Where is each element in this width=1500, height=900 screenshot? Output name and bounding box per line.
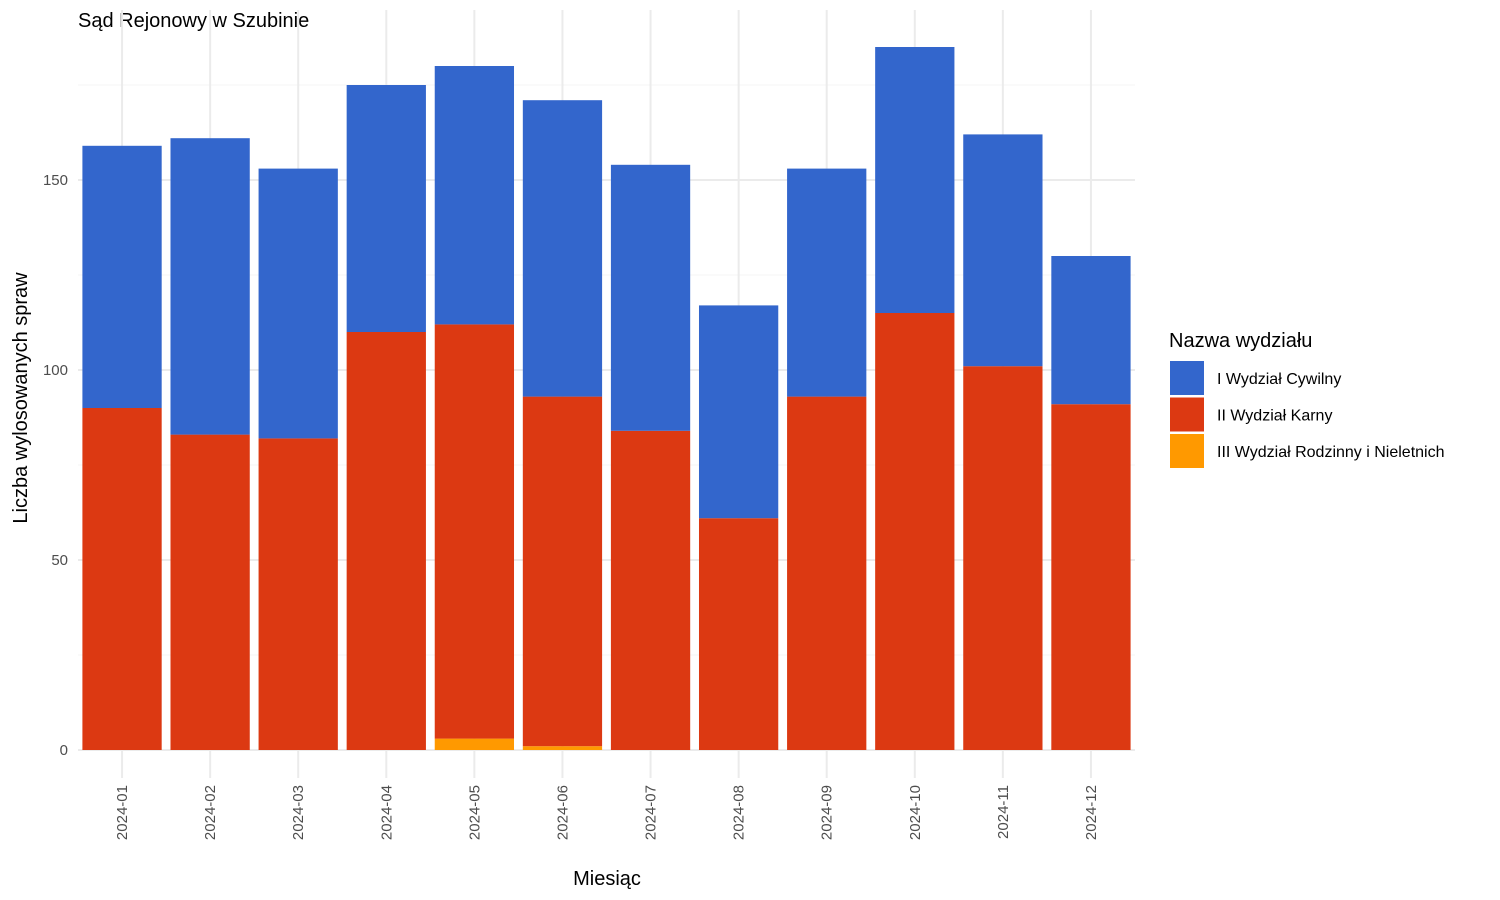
legend-title: Nazwa wydziału (1169, 330, 1312, 352)
y-tick-label: 150 (43, 172, 68, 189)
x-tick-label: 2024-06 (554, 785, 571, 840)
bar-segment (170, 434, 250, 750)
y-axis-title: Liczba wylosowanych spraw (10, 272, 32, 524)
legend-swatch (1170, 434, 1204, 468)
x-tick-label: 2024-09 (819, 785, 836, 840)
legend-items: I Wydział Cywilny II Wydział Karny III Wyd… (1170, 361, 1445, 468)
x-tick-label: 2024-11 (995, 785, 1012, 839)
bar-segment (875, 313, 955, 750)
x-tick-label: 2024-12 (1083, 785, 1100, 840)
bar-segment (434, 66, 515, 325)
bar-segment (698, 305, 779, 519)
x-axis-ticks: 2024-01 2024-02 2024-03 2024-04 2024-05 2024-… (114, 785, 1100, 840)
legend-label: I Wydział Cywilny (1217, 371, 1341, 388)
bar-segment (346, 332, 426, 750)
bar-segment (522, 746, 603, 750)
x-tick-label: 2024-07 (643, 785, 660, 840)
bar-segment (346, 85, 426, 332)
bar-segment (522, 396, 603, 747)
bar-segment (610, 164, 691, 431)
x-tick-label: 2024-02 (202, 785, 219, 840)
x-tick-label: 2024-01 (114, 785, 131, 840)
x-tick-label: 2024-10 (907, 785, 924, 840)
bar-segment (82, 408, 162, 750)
bar-segment (963, 366, 1043, 750)
bar-segment (82, 145, 162, 409)
bar-segment (258, 168, 338, 439)
bars (82, 47, 1131, 750)
legend-label: II Wydział Karny (1217, 408, 1332, 425)
x-tick-label: 2024-04 (378, 785, 395, 840)
y-axis-ticks: 0 50 100 150 (43, 172, 68, 759)
x-tick-label: 2024-05 (466, 785, 483, 840)
bar-segment (787, 168, 867, 397)
bar-segment (1051, 404, 1131, 750)
bar-segment (434, 324, 515, 739)
y-tick-label: 50 (51, 552, 68, 569)
bar-segment (875, 47, 955, 313)
y-tick-label: 100 (43, 362, 68, 379)
legend-swatch (1170, 397, 1204, 432)
x-axis-title: Miesiąc (573, 868, 641, 890)
bar-segment (170, 138, 250, 435)
bar-segment (787, 396, 867, 750)
legend-swatch (1170, 361, 1204, 395)
bar-segment (258, 438, 338, 750)
bar-segment (610, 430, 691, 750)
bar-segment (1051, 256, 1131, 405)
y-tick-label: 0 (60, 742, 68, 759)
bar-segment (522, 100, 603, 397)
x-tick-label: 2024-03 (290, 785, 307, 840)
legend-label: III Wydział Rodzinny i Nieletnich (1217, 444, 1445, 461)
bar-segment (698, 518, 779, 750)
x-tick-label: 2024-08 (731, 785, 748, 840)
chart-title: Sąd Rejonowy w Szubinie (78, 10, 309, 32)
bar-segment (963, 134, 1043, 367)
bar-segment (434, 738, 515, 750)
legend: Nazwa wydziału I Wydział Cywilny II Wydzi… (1169, 330, 1445, 468)
